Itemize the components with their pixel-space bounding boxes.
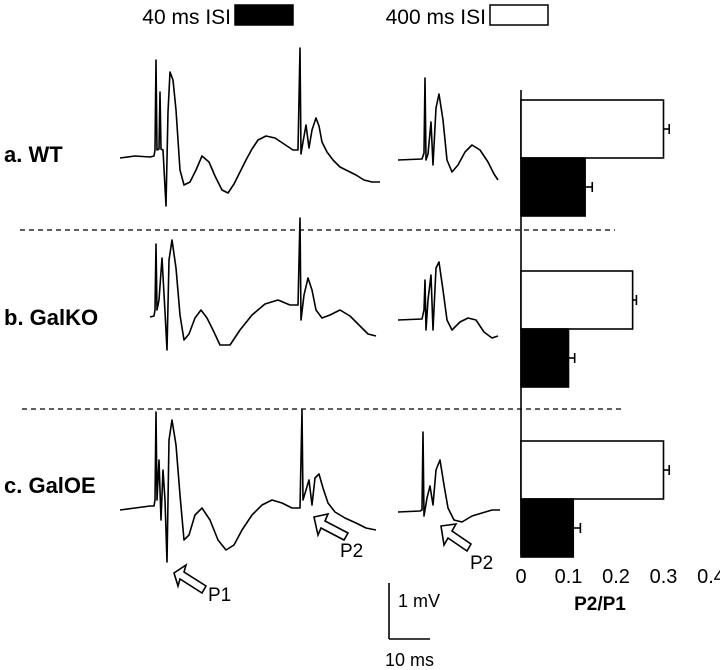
p1-label: P1 [208, 585, 231, 606]
legend-swatch-40ms [234, 4, 294, 26]
row-dividers [20, 229, 622, 410]
bar-chart-bars [520, 99, 671, 558]
ratio-bar-chart: 0 0.1 0.2 0.3 0.4 P2/P1 [515, 90, 720, 615]
p2-left-label: P2 [340, 541, 363, 562]
single-pulse-trace-galoe [397, 431, 500, 523]
bar-400-ms-isi [520, 440, 665, 500]
paired-pulse-trace-galoe [119, 409, 377, 563]
row-label-galko: b. GalKO [4, 305, 98, 330]
trace-row-wt [119, 47, 499, 207]
single-pulse-trace-wt [397, 77, 499, 181]
x-tick-label: 0.2 [602, 566, 630, 588]
trace-row-galko [149, 217, 499, 351]
bar-40-ms-isi [520, 157, 586, 217]
legend: 40 ms ISI 400 ms ISI [142, 4, 549, 29]
evoked-traces [119, 47, 500, 563]
time-scale-label: 10 ms [385, 650, 434, 670]
row-label-galoe: c. GalOE [4, 473, 96, 498]
legend-swatch-400ms [489, 4, 549, 26]
x-tick-label: 0.1 [555, 566, 583, 588]
single-pulse-trace-galko [397, 261, 499, 339]
x-tick-label: 0.3 [650, 566, 678, 588]
bar-chart-ticks: 0 0.1 0.2 0.3 0.4 [515, 566, 720, 588]
x-tick-label: 0 [515, 566, 526, 588]
trace-row-galoe [119, 409, 500, 563]
p1-arrow-icon [173, 563, 208, 595]
voltage-scale-label: 1 mV [398, 591, 440, 611]
bar-400-ms-isi [520, 270, 634, 330]
legend-label-400ms: 400 ms ISI [386, 6, 486, 29]
scale-bar: 1 mV 10 ms [385, 583, 440, 670]
row-label-wt: a. WT [4, 142, 63, 167]
paired-pulse-trace-galko [149, 217, 377, 351]
legend-label-40ms: 40 ms ISI [142, 6, 231, 29]
bar-chart-x-axis-title: P2/P1 [574, 594, 626, 615]
paired-pulse-trace-wt [119, 47, 380, 207]
bar-40-ms-isi [520, 498, 575, 558]
bar-40-ms-isi [520, 328, 570, 388]
p2-left-arrow-icon [313, 512, 350, 542]
p2-right-label: P2 [470, 553, 493, 574]
row-labels: a. WT b. GalKO c. GalOE [4, 142, 98, 498]
peak-callouts: P1 P2 P2 [173, 512, 493, 606]
bar-400-ms-isi [520, 99, 665, 159]
x-tick-label: 0.4 [697, 566, 720, 588]
p2-right-arrow-icon [440, 522, 473, 553]
